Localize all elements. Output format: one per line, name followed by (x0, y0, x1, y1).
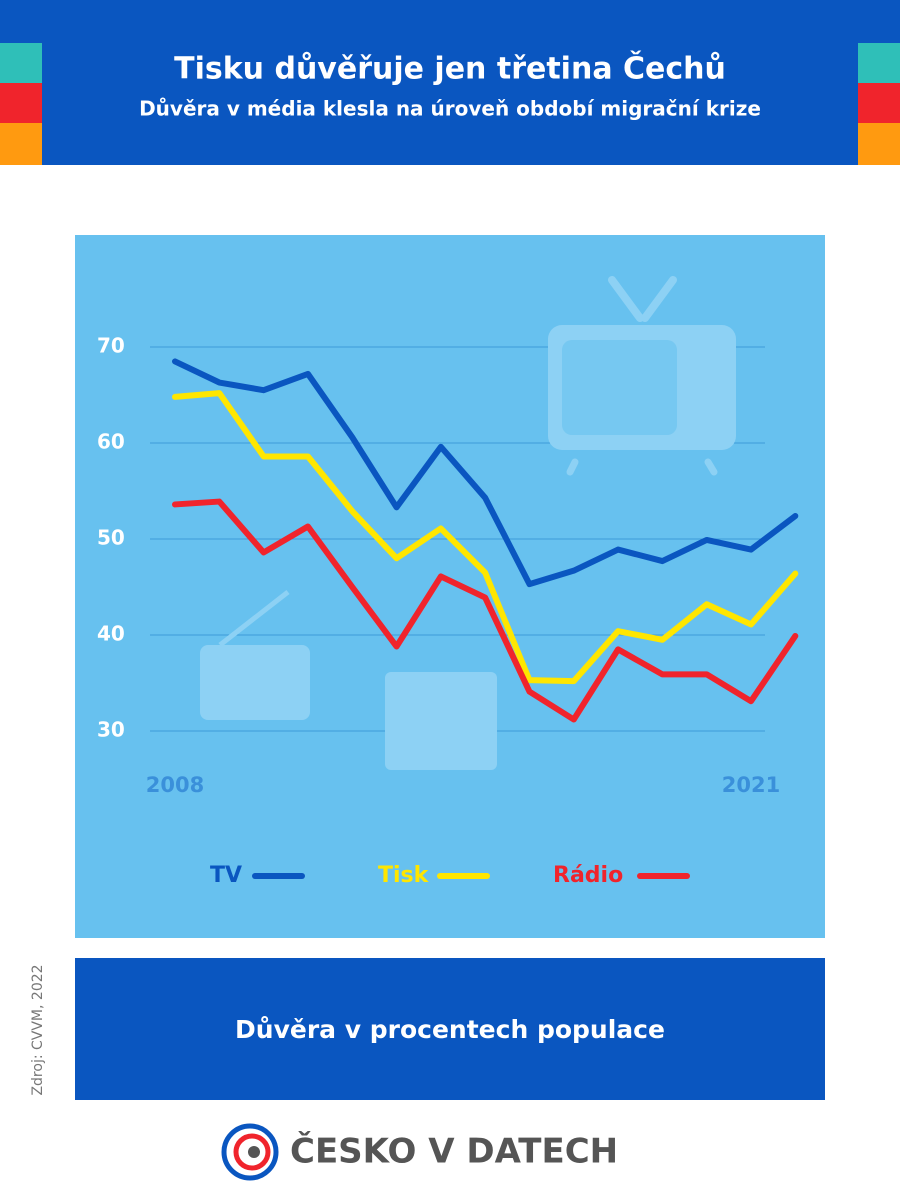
header (0, 0, 900, 165)
line (172, 390, 799, 685)
line (172, 498, 799, 723)
y-tick-label: 50 (97, 526, 125, 550)
legend-label: Tisk (378, 863, 430, 888)
icons (200, 276, 736, 770)
plot: 30 40 50 60 70 2008 2021 TV Tisk Rádio (97, 334, 799, 888)
side-stripes (0, 43, 900, 165)
y-tick-label: 70 (97, 334, 125, 358)
legend-label: TV (210, 863, 242, 888)
x-tick-label: 2021 (722, 773, 780, 797)
y-tick-label: 30 (97, 718, 125, 742)
caption-box (75, 958, 825, 1100)
y-label: Důvěra v procentech populace (235, 1015, 665, 1044)
y-tick-label: 60 (97, 430, 125, 454)
logo-icon (221, 1123, 279, 1181)
source: Zdroj: CVVM, 2022 (30, 964, 46, 1095)
legend-label: Rádio (553, 863, 623, 888)
x-tick-label: 2008 (146, 773, 204, 797)
brand: ČESKO V DATECH (290, 1131, 618, 1172)
line (172, 358, 799, 588)
title: Tisku důvěřuje jen třetina Čechů (174, 50, 726, 87)
y-tick-label: 40 (97, 622, 125, 646)
subtitle: Důvěra v média klesla na úroveň období m… (139, 97, 761, 121)
